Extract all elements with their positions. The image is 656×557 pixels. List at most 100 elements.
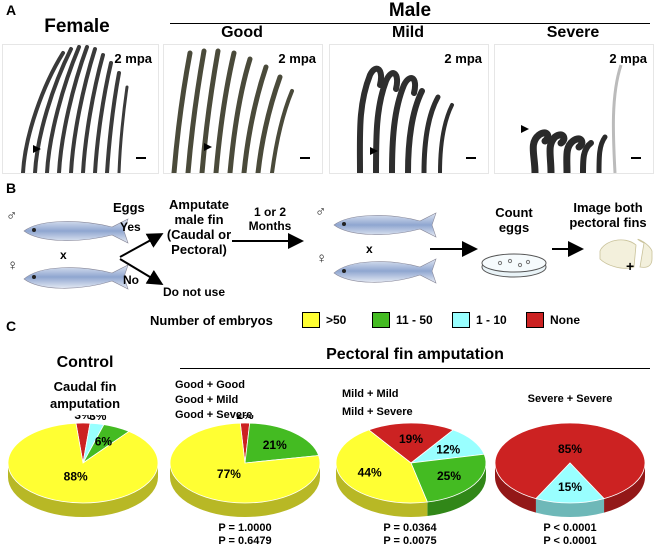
count-eggs-step: Count eggs	[478, 205, 550, 235]
male-fish-icon	[333, 212, 437, 238]
female-age-label: 2 mpa	[114, 51, 152, 66]
caption-line: Mild + Severe	[342, 406, 413, 418]
months-label: 1 or 2 Months	[240, 205, 300, 233]
workflow-diagram	[23, 212, 653, 290]
caption-group-good: Good + Good Good + Mild Good + Severe	[165, 378, 335, 423]
pie-side-1 - 10	[535, 498, 605, 517]
female-fish-icon	[333, 258, 437, 284]
amputate-step: Amputate male fin (Caudal or Pectoral)	[160, 197, 238, 257]
do-not-use-label: Do not use	[163, 285, 225, 299]
pie-side->50	[336, 463, 428, 517]
legend-label: >50	[326, 313, 347, 327]
scale-bar	[631, 157, 641, 159]
p-value: P = 0.0364	[383, 522, 437, 534]
p-value: P = 0.6479	[218, 535, 272, 547]
female-symbol: ♀	[7, 257, 19, 274]
pie-side-None	[604, 463, 645, 513]
pie-slice-11 - 50	[410, 453, 487, 503]
image-fins-step: Image both pectoral fins	[560, 200, 656, 230]
mild-title: Mild	[392, 24, 424, 41]
pectoral-fins-icon	[599, 238, 653, 269]
pie-side->50	[8, 463, 158, 517]
pie-data-label: 21%	[263, 438, 287, 452]
pie-data-label: 3%	[74, 415, 92, 422]
scale-bar	[466, 157, 476, 159]
pie-data-label: 3%	[89, 415, 107, 423]
photo-female-fin: 2 mpa	[2, 44, 159, 174]
legend-title: Number of embryos	[150, 313, 273, 328]
months-line: Months	[248, 219, 292, 233]
petri-dish-icon	[481, 253, 547, 278]
pie-data-label: 2%	[236, 415, 254, 422]
photo-good-fin: 2 mpa	[163, 44, 323, 174]
pie-slice->50	[335, 429, 428, 504]
caption-line: Severe + Severe	[527, 393, 613, 405]
male-symbol: ♂	[315, 203, 327, 220]
scale-bar	[300, 157, 310, 159]
no-label: No	[123, 273, 139, 287]
months-line: 1 or 2	[253, 205, 286, 219]
panel-b-letter: B	[6, 180, 17, 196]
female-title: Female	[44, 16, 110, 37]
pie-data-label: 85%	[558, 442, 582, 456]
scale-bar	[136, 157, 146, 159]
control-subtitle: Caudal fin amputation	[10, 378, 160, 412]
p-value: P < 0.0001	[543, 522, 597, 534]
caption-group-mild: Mild + Mild Mild + Severe	[332, 385, 492, 421]
pie-slice-11 - 50	[244, 422, 320, 464]
female-fish-icon	[23, 264, 129, 290]
male-title: Male	[388, 0, 432, 21]
amputate-line: male fin	[174, 212, 224, 227]
yes-label: Yes	[120, 220, 141, 234]
pie-side-None	[495, 463, 536, 513]
severe-title: Severe	[546, 24, 600, 41]
legend-label: None	[550, 313, 580, 327]
pie-data-label: 88%	[64, 469, 88, 483]
legend-label: 1 - 10	[476, 313, 507, 327]
pie-slice->50	[7, 422, 159, 504]
male-symbol: ♂	[6, 207, 18, 224]
legend-label: 11 - 50	[396, 313, 433, 327]
pvalues-good: P = 1.0000 P = 0.6479	[165, 522, 325, 548]
female-symbol: ♀	[316, 250, 328, 267]
amputate-line: (Caudal or	[166, 227, 232, 242]
pie-slice->50	[169, 422, 321, 504]
photo-mild-fin: 2 mpa	[329, 44, 489, 174]
legend-swatch-none	[526, 312, 544, 328]
male-underline	[170, 23, 650, 24]
p-value: P = 0.0075	[383, 535, 437, 547]
pie-data-label: 12%	[436, 443, 460, 457]
caption-line: Mild + Mild	[342, 388, 399, 400]
image-fins-line: pectoral fins	[569, 215, 647, 230]
pectoral-title: Pectoral fin amputation	[326, 346, 504, 363]
pie-data-label: 25%	[437, 469, 461, 483]
caption-line: Good + Mild	[175, 394, 239, 406]
pie-data-label: 19%	[399, 432, 423, 446]
pie-slice-None	[494, 422, 646, 500]
pie-slice-None	[368, 422, 454, 464]
pie-charts: 3%3% 6% 88% 2% 21% 77% 19% 12% 25% 44% 85% 15%	[7, 415, 646, 517]
amputate-line: Pectoral)	[171, 242, 227, 257]
legend-swatch-1-10	[452, 312, 470, 328]
pie-slice-1 - 10	[535, 462, 605, 504]
yes-arrow	[119, 233, 164, 258]
cross-symbol: x	[366, 242, 373, 256]
male-fish-icon	[23, 218, 129, 244]
p-value: P = 1.0000	[218, 522, 272, 534]
legend-swatch-11-50	[372, 312, 390, 328]
amputate-line: Amputate	[169, 197, 229, 212]
plus-symbol: +	[626, 258, 635, 274]
count-eggs-line: Count	[495, 205, 533, 220]
control-subtitle-line: amputation	[49, 396, 121, 411]
good-age-label: 2 mpa	[278, 51, 316, 66]
good-title: Good	[221, 24, 263, 41]
control-title: Control	[56, 354, 114, 371]
pie-data-label: 77%	[217, 467, 241, 481]
pie-side->50	[170, 463, 320, 517]
control-subtitle-line: Caudal fin	[53, 379, 117, 394]
cross-symbol: x	[60, 248, 67, 262]
p-value: P < 0.0001	[543, 535, 597, 547]
pectoral-underline	[180, 368, 650, 369]
eggs-label: Eggs	[113, 200, 145, 215]
mild-age-label: 2 mpa	[444, 51, 482, 66]
